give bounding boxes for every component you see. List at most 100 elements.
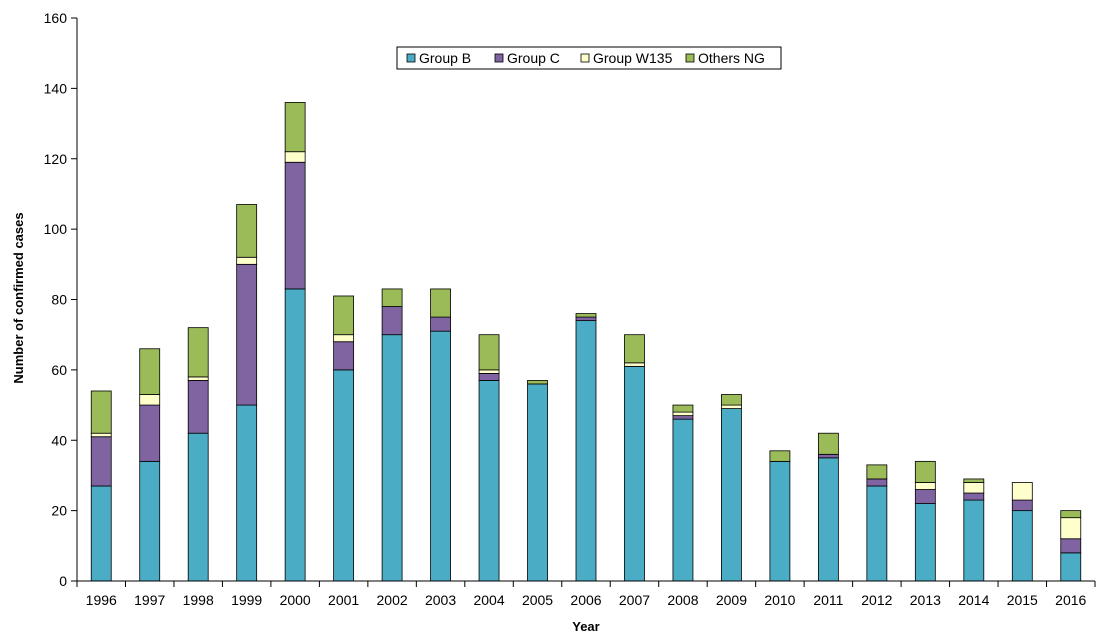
y-tick-label: 60 [51,362,67,378]
x-tick-label: 2010 [764,592,795,608]
bar-segment-others-ng-2001 [333,295,355,336]
bar-segment-group-w135-2008 [672,411,694,417]
x-tick-label: 2011 [813,592,843,608]
legend-label: Others NG [698,50,765,66]
x-tick-label: 2013 [910,592,941,608]
bar-segment-group-b-2004 [478,380,500,582]
bar-segment-others-ng-2006 [575,313,597,318]
y-tick-label: 100 [44,221,68,237]
bar-segment-others-ng-2003 [430,288,451,318]
x-tick-label: 2009 [716,592,747,608]
bar-segment-group-b-2015 [1011,510,1033,582]
legend-swatch [406,53,416,63]
x-axis-title: Year [572,619,599,634]
y-tick-label: 160 [44,10,68,26]
bar-segment-group-c-2013 [914,489,936,504]
bar-segment-group-b-2000 [284,288,306,582]
bar-segment-others-ng-1996 [90,390,112,434]
bar-segment-group-b-1998 [187,432,209,582]
y-axis-title: Number of confirmed cases [11,212,26,383]
bar-segment-group-w135-2009 [721,404,742,409]
bar-segment-group-b-2010 [769,460,791,582]
x-tick-label: 2006 [570,592,601,608]
bar-segment-others-ng-2000 [284,102,306,153]
x-tick-label: 2007 [619,592,650,608]
bar-segment-group-w135-2016 [1060,517,1082,540]
legend-swatch [580,53,590,63]
legend: Group B Group C Group W135 Others NG [396,46,782,70]
bar-segment-group-w135-2004 [478,369,500,374]
x-tick-label: 2004 [473,592,504,608]
x-tick-label: 1998 [183,592,214,608]
y-tick-label: 80 [51,292,67,308]
bar-segment-group-w135-2014 [963,482,985,494]
bar-segment-others-ng-2007 [624,334,645,364]
bar-segment-group-c-2006 [575,316,597,322]
bar-segment-others-ng-1997 [139,348,161,395]
x-tick-label: 1997 [134,592,165,608]
bar-segment-group-w135-1999 [236,256,258,265]
legend-label: Group B [419,50,471,66]
bar-segment-group-c-1996 [90,436,112,487]
x-tick-label: 2005 [522,592,553,608]
bar-segment-group-b-2002 [381,334,403,582]
bar-segment-group-c-2004 [478,372,500,381]
bar-segment-group-b-2001 [333,369,355,582]
bar-segment-group-w135-2015 [1011,482,1033,501]
bar-segment-group-b-2005 [527,383,548,582]
bar-segment-group-c-1998 [187,380,209,434]
x-tick-label: 2015 [1007,592,1038,608]
bar-segment-group-c-1997 [139,404,161,462]
legend-label: Group C [507,50,560,66]
x-tick-label: 2000 [280,592,311,608]
bar-segment-others-ng-2008 [672,404,694,413]
bar-segment-group-b-2007 [624,365,645,582]
bars-layer [90,102,1082,582]
bar-segment-group-c-2016 [1060,538,1082,554]
bar-segment-group-c-2000 [284,161,306,290]
bar-segment-others-ng-1998 [187,327,209,378]
bar-segment-group-c-2003 [430,316,451,332]
bar-segment-group-b-2008 [672,418,694,582]
bar-segment-others-ng-2014 [963,478,985,483]
x-tick-label: 1999 [231,592,262,608]
bar-segment-group-b-1996 [90,485,112,582]
bar-segment-others-ng-2012 [866,464,888,480]
bar-segment-others-ng-2016 [1060,510,1082,519]
y-tick-label: 40 [51,432,67,448]
bar-segment-group-c-2015 [1011,499,1033,512]
bar-segment-group-w135-2001 [333,334,355,343]
y-tick-label: 0 [59,573,67,589]
bar-segment-others-ng-2010 [769,450,791,462]
bar-segment-others-ng-2005 [527,380,548,385]
bar-segment-group-c-2011 [817,453,839,459]
bar-segment-group-b-1997 [139,460,161,582]
legend-swatch [685,53,695,63]
bar-segment-group-b-2014 [963,499,985,582]
bar-segment-group-w135-2007 [624,362,645,367]
bar-segment-group-c-2001 [333,341,355,371]
bar-segment-group-b-2013 [914,503,936,582]
bar-segment-group-b-1999 [236,404,258,582]
bar-segment-group-c-1999 [236,263,258,406]
bar-segment-others-ng-1999 [236,204,258,258]
bar-segment-others-ng-2011 [817,432,839,455]
bar-segment-others-ng-2009 [721,394,742,406]
bar-segment-group-b-2012 [866,485,888,582]
y-tick-label: 20 [51,503,67,519]
bar-segment-group-b-2009 [721,408,742,582]
bar-segment-others-ng-2002 [381,288,403,307]
x-tick-label: 2012 [861,592,892,608]
x-tick-label: 2008 [667,592,698,608]
x-tick-label: 2002 [377,592,408,608]
bar-segment-group-w135-2000 [284,151,306,163]
bar-segment-group-b-2011 [817,457,839,582]
bar-segment-others-ng-2004 [478,334,500,371]
bar-segment-group-c-2014 [963,492,985,501]
y-tick-label: 120 [44,151,68,167]
bar-segment-group-b-2016 [1060,552,1082,582]
x-tick-label: 2014 [958,592,989,608]
bar-segment-group-w135-1997 [139,394,161,406]
